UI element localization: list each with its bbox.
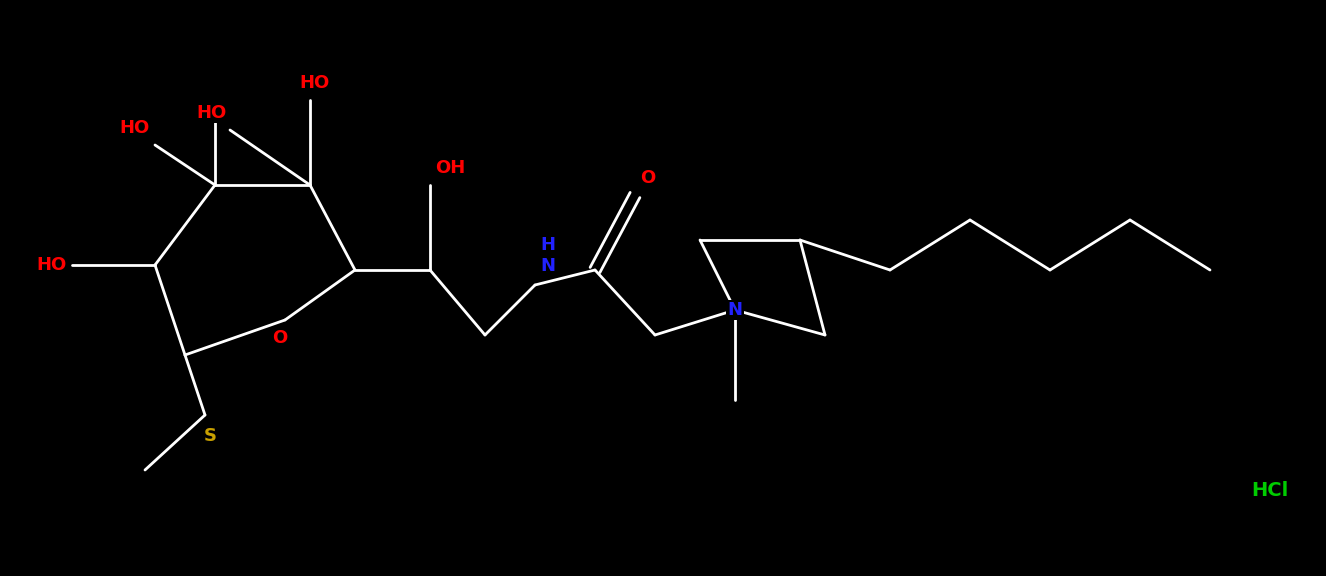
Text: HO: HO (37, 256, 68, 274)
Text: HO: HO (196, 104, 227, 122)
Text: O: O (640, 169, 655, 187)
Text: HO: HO (300, 74, 330, 92)
Text: OH: OH (435, 159, 465, 177)
Text: H
N: H N (540, 236, 556, 275)
Text: HCl: HCl (1252, 482, 1289, 501)
Text: O: O (272, 329, 288, 347)
Text: N: N (728, 301, 743, 319)
Text: HO: HO (119, 119, 150, 137)
Text: S: S (203, 427, 216, 445)
